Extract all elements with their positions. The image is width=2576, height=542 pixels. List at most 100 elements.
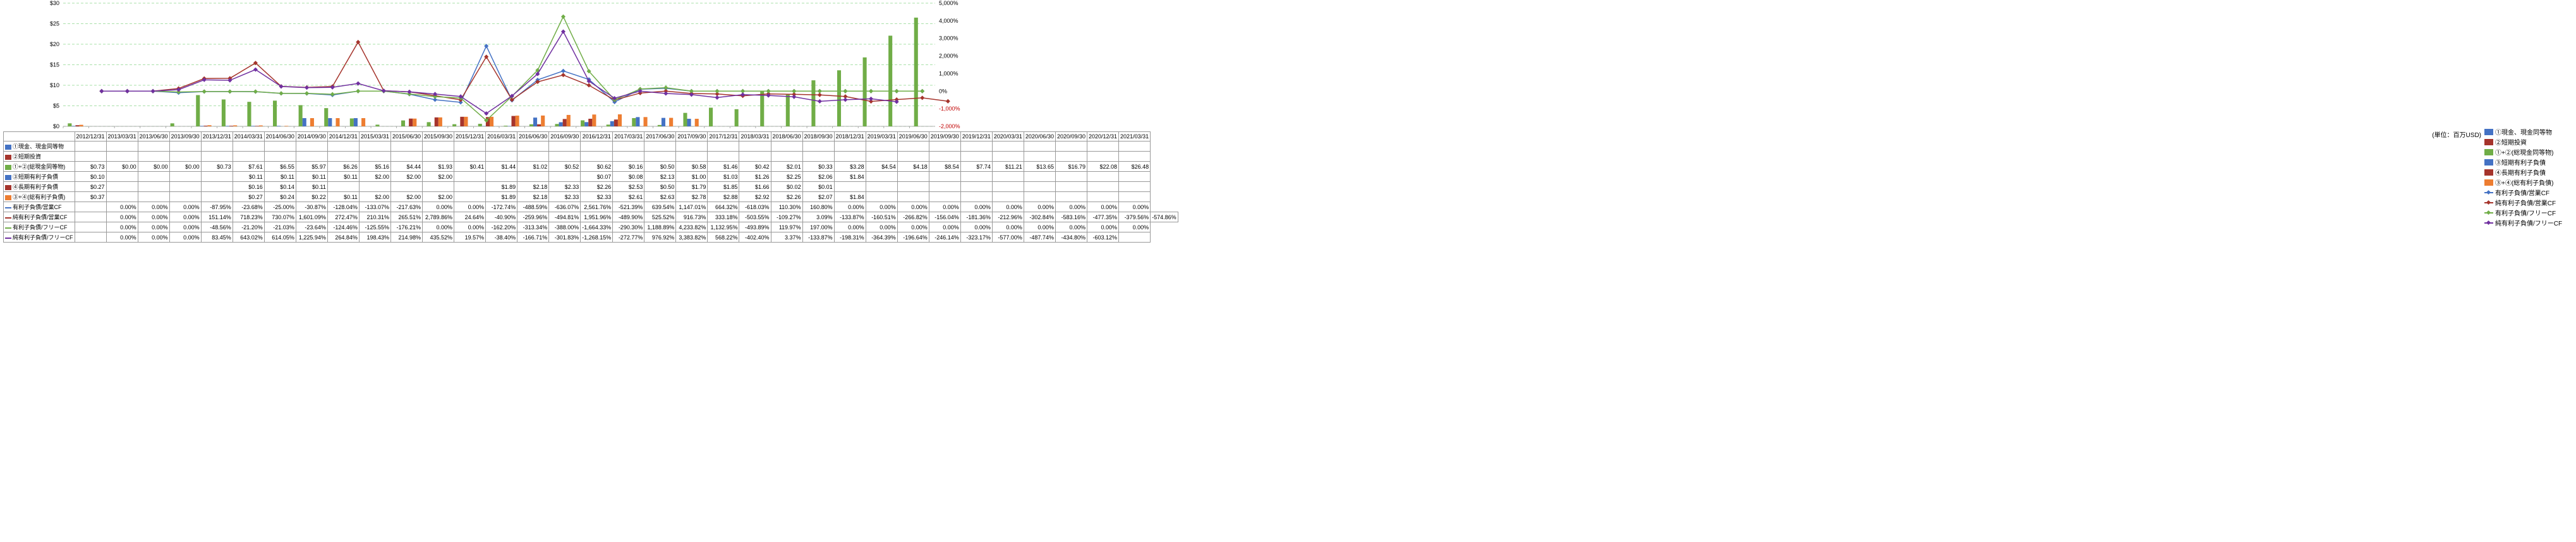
cell — [897, 172, 929, 182]
period-header: 2013/09/30 — [169, 132, 201, 142]
cell: 119.97% — [771, 222, 802, 232]
cell: 197.00% — [802, 222, 834, 232]
cell: $0.73 — [201, 162, 233, 172]
cell: -272.77% — [613, 232, 644, 243]
table-row: ①現金、現金同等物 — [4, 142, 1178, 152]
cell: $1.03 — [708, 172, 739, 182]
svg-text:-2,000%: -2,000% — [939, 123, 960, 129]
cell: 0.00% — [897, 202, 929, 212]
cell — [549, 142, 581, 152]
cell: -503.55% — [739, 212, 771, 222]
cell: 0.00% — [897, 222, 929, 232]
cell: $0.01 — [802, 182, 834, 192]
cell: -246.14% — [929, 232, 960, 243]
cell — [771, 152, 802, 162]
cell: $0.50 — [644, 162, 676, 172]
cell: 2,789.86% — [423, 212, 454, 222]
cell: 643.02% — [233, 232, 264, 243]
cell — [169, 142, 201, 152]
cell — [359, 182, 390, 192]
cell — [296, 142, 327, 152]
cell: -388.00% — [549, 222, 581, 232]
cell: 0.00% — [1087, 222, 1119, 232]
cell: $2.25 — [771, 172, 802, 182]
cell: 210.31% — [359, 212, 390, 222]
cell — [75, 152, 106, 162]
period-header: 2015/06/30 — [390, 132, 422, 142]
cell — [708, 142, 739, 152]
cell — [1024, 172, 1055, 182]
cell — [581, 152, 613, 162]
cell: -133.07% — [359, 202, 390, 212]
cell — [897, 182, 929, 192]
cell — [169, 182, 201, 192]
cell — [75, 222, 106, 232]
cell: $2.06 — [802, 172, 834, 182]
svg-text:$15: $15 — [50, 62, 59, 68]
cell: -87.95% — [201, 202, 233, 212]
cell: $5.97 — [296, 162, 327, 172]
cell — [1119, 142, 1151, 152]
period-header: 2013/03/31 — [106, 132, 138, 142]
cell — [866, 142, 897, 152]
cell: 1,601.09% — [296, 212, 327, 222]
svg-text:2,000%: 2,000% — [939, 53, 958, 59]
cell — [802, 142, 834, 152]
legend-item: ③+④(総有利子負債) — [2484, 178, 2573, 187]
period-header: 2020/09/30 — [1055, 132, 1087, 142]
cell — [1119, 192, 1151, 202]
cell: 0.00% — [138, 212, 169, 222]
cell: -313.34% — [517, 222, 549, 232]
svg-text:$20: $20 — [50, 41, 59, 47]
cell: -583.16% — [1055, 212, 1087, 222]
cell — [929, 182, 960, 192]
cell: 0.00% — [834, 202, 866, 212]
cell: $1.44 — [486, 162, 517, 172]
cell — [1024, 152, 1055, 162]
period-header: 2014/12/31 — [327, 132, 359, 142]
period-header: 2019/06/30 — [897, 132, 929, 142]
period-header: 2014/09/30 — [296, 132, 327, 142]
cell — [960, 182, 992, 192]
cell — [581, 142, 613, 152]
cell — [327, 142, 359, 152]
cell — [929, 192, 960, 202]
cell: 3.09% — [802, 212, 834, 222]
cell — [929, 172, 960, 182]
period-header: 2021/03/31 — [1119, 132, 1151, 142]
cell: $2.26 — [581, 182, 613, 192]
cell: $2.53 — [613, 182, 644, 192]
cell — [676, 142, 708, 152]
cell — [992, 182, 1024, 192]
period-header: 2020/06/30 — [1024, 132, 1055, 142]
cell — [201, 182, 233, 192]
cell: 718.23% — [233, 212, 264, 222]
cell — [739, 152, 771, 162]
cell — [897, 152, 929, 162]
cell: $2.01 — [771, 162, 802, 172]
period-header: 2015/03/31 — [359, 132, 390, 142]
cell: $2.13 — [644, 172, 676, 182]
cell — [929, 142, 960, 152]
cell: -574.86% — [1151, 212, 1178, 222]
cell: 0.00% — [454, 202, 486, 212]
period-header: 2017/06/30 — [644, 132, 676, 142]
cell: $0.16 — [613, 162, 644, 172]
cell — [771, 142, 802, 152]
cell: $1.02 — [517, 162, 549, 172]
svg-text:3,000%: 3,000% — [939, 35, 958, 42]
cell: $0.27 — [75, 182, 106, 192]
cell: 0.00% — [423, 202, 454, 212]
cell: -162.20% — [486, 222, 517, 232]
cell: -109.27% — [771, 212, 802, 222]
cell — [834, 152, 866, 162]
cell: -160.51% — [866, 212, 897, 222]
cell — [1087, 182, 1119, 192]
cell: 0.00% — [834, 222, 866, 232]
cell: -38.40% — [486, 232, 517, 243]
cell — [327, 152, 359, 162]
cell: 0.00% — [960, 202, 992, 212]
cell: 1,225.94% — [296, 232, 327, 243]
legend-item: 純有利子負債/フリーCF — [2484, 218, 2573, 227]
cell — [960, 172, 992, 182]
